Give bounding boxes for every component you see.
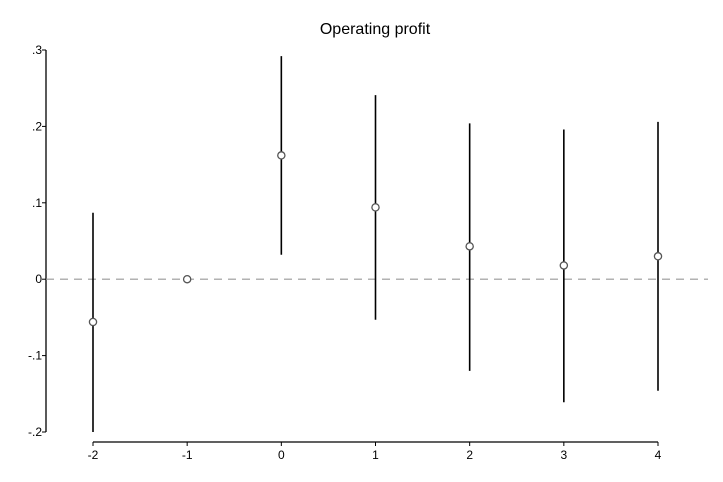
x-tick-labels: -2 -1 0 1 2 3 4 — [88, 448, 662, 462]
point-estimate — [465, 242, 474, 251]
point-estimates — [88, 151, 663, 327]
y-tick-label: .1 — [32, 196, 42, 210]
axes — [42, 49, 659, 446]
point-estimate — [559, 261, 569, 270]
y-tick-labels: .3 .2 .1 0 -.1 -.2 — [28, 43, 42, 439]
y-tick-label: 0 — [35, 272, 42, 286]
x-tick-label: 3 — [560, 448, 567, 462]
y-tick-label: -.2 — [28, 425, 42, 439]
point-estimate — [653, 252, 663, 261]
point-estimate — [371, 203, 380, 212]
y-tick-label: .3 — [32, 43, 42, 57]
point-estimate — [88, 317, 98, 327]
y-tick-label: .2 — [32, 119, 42, 133]
x-tick-label: -2 — [88, 448, 99, 462]
point-estimate — [277, 151, 286, 160]
x-tick-label: 0 — [278, 448, 285, 462]
chart-title: Operating profit — [320, 21, 431, 38]
x-tick-label: 4 — [655, 448, 662, 462]
point-estimate — [182, 274, 192, 284]
x-tick-label: -1 — [182, 448, 193, 462]
y-tick-label: -.1 — [28, 349, 42, 363]
x-tick-label: 2 — [466, 448, 473, 462]
x-tick-label: 1 — [372, 448, 379, 462]
confidence-intervals — [92, 56, 659, 432]
